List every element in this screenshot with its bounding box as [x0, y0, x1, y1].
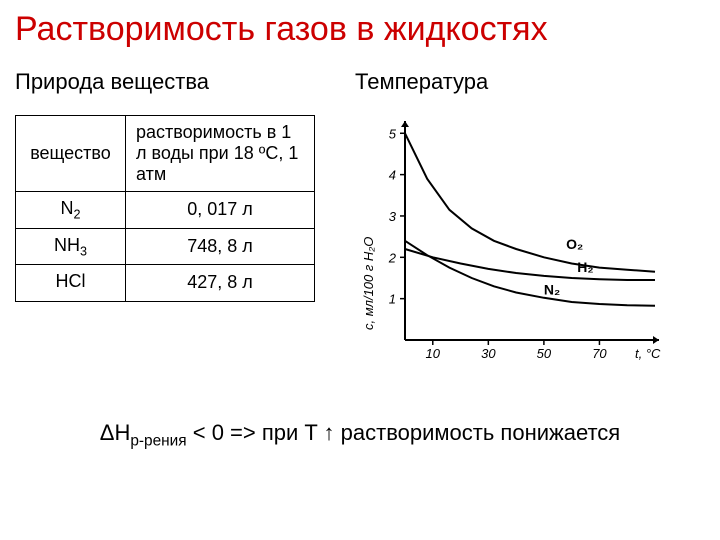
left-subtitle: Природа вещества — [15, 69, 335, 95]
value-cell: 427, 8 л — [126, 265, 315, 302]
table-row: NH3 748, 8 л — [16, 228, 315, 265]
svg-text:1: 1 — [389, 292, 396, 307]
chart-svg: 10 30 50 70 1 2 3 4 5 O₂ H₂ N₂ t, °C с, мл/100 г H₂O — [355, 115, 665, 370]
svg-text:50: 50 — [537, 346, 552, 361]
formula-sub: р-рения — [130, 432, 186, 449]
left-column: Природа вещества вещество растворимость … — [15, 69, 335, 370]
svg-text:N₂: N₂ — [544, 282, 560, 298]
svg-text:t, °C: t, °C — [635, 346, 661, 361]
value-cell: 748, 8 л — [126, 228, 315, 265]
svg-text:5: 5 — [389, 126, 397, 141]
content-row: Природа вещества вещество растворимость … — [15, 69, 705, 370]
svg-text:H₂: H₂ — [577, 259, 593, 275]
value-cell: 0, 017 л — [126, 192, 315, 229]
right-column: Температура 10 30 50 70 1 2 3 4 5 O₂ H₂ N₂ t, °C с, м… — [355, 69, 705, 370]
svg-text:30: 30 — [481, 346, 496, 361]
page-title: Растворимость газов в жидкостях — [15, 10, 705, 49]
svg-text:O₂: O₂ — [566, 236, 583, 252]
svg-text:2: 2 — [388, 250, 397, 265]
solubility-table: вещество растворимость в 1 л воды при 18… — [15, 115, 315, 302]
delta-h: ΔH — [100, 420, 131, 445]
substance-cell: N2 — [16, 192, 126, 229]
svg-text:4: 4 — [389, 168, 396, 183]
svg-text:с, мл/100 г H₂O: с, мл/100 г H₂O — [361, 237, 376, 330]
table-header-row: вещество растворимость в 1 л воды при 18… — [16, 116, 315, 192]
col1-header: вещество — [16, 116, 126, 192]
right-subtitle: Температура — [355, 69, 705, 95]
col2-header: растворимость в 1 л воды при 18 ºС, 1 ат… — [126, 116, 315, 192]
table-row: HCl 427, 8 л — [16, 265, 315, 302]
substance-cell: HCl — [16, 265, 126, 302]
svg-text:70: 70 — [592, 346, 607, 361]
solubility-chart: 10 30 50 70 1 2 3 4 5 O₂ H₂ N₂ t, °C с, мл/100 г H₂O — [355, 115, 665, 370]
svg-text:10: 10 — [426, 346, 441, 361]
substance-cell: NH3 — [16, 228, 126, 265]
svg-text:3: 3 — [389, 209, 397, 224]
table-row: N2 0, 017 л — [16, 192, 315, 229]
formula-line: ΔHр-рения < 0 => при T ↑ растворимость п… — [15, 420, 705, 450]
formula-rest: < 0 => при T ↑ растворимость понижается — [187, 420, 621, 445]
